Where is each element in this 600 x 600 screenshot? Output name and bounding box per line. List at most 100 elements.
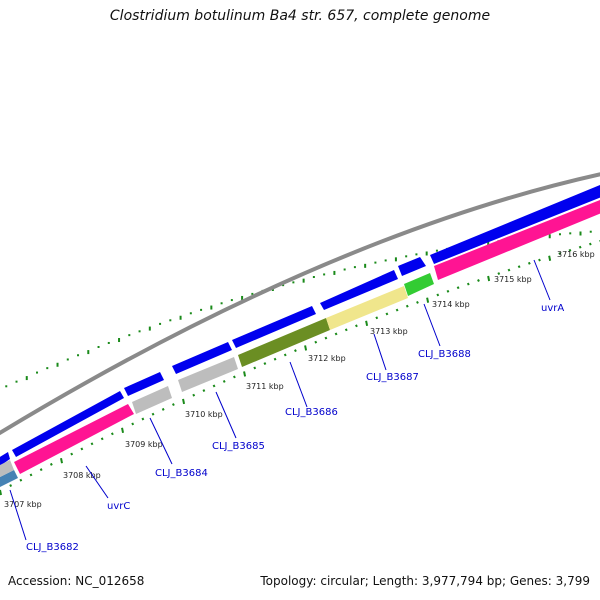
gc-dot [138, 330, 141, 333]
gene-arrow[interactable] [398, 257, 426, 276]
gene-label[interactable]: CLJ_B3688 [418, 349, 471, 360]
gene-steel[interactable] [0, 470, 18, 490]
gc-dot [159, 322, 162, 325]
tick-mark [344, 328, 348, 332]
tick-mark [192, 393, 196, 397]
gc-dot [292, 281, 295, 284]
tick-mark [263, 362, 267, 366]
gene-label[interactable]: CLJ_B3684 [155, 468, 208, 479]
tick-mark [466, 282, 470, 286]
gc-dot [364, 263, 367, 268]
gene-arrow[interactable] [430, 185, 600, 264]
tick-mark [507, 268, 511, 272]
tick-mark [202, 389, 206, 393]
kbp-label: 3708 kbp [63, 471, 101, 480]
tick-mark [365, 320, 369, 327]
tick-mark [446, 289, 450, 293]
gc-dot [374, 261, 377, 264]
gc-dot [241, 295, 244, 300]
gene-label[interactable]: CLJ_B3682 [26, 542, 79, 553]
gene-label[interactable]: CLJ_B3686 [285, 407, 338, 418]
gc-dot [179, 315, 182, 320]
kbp-label: 3716 kbp [557, 250, 595, 259]
tick-mark [273, 357, 277, 361]
tick-mark [517, 265, 521, 269]
tick-mark [416, 300, 419, 304]
tick-mark [70, 452, 74, 456]
gc-dot [97, 345, 100, 348]
tick-mark [385, 312, 389, 316]
gene-arrow[interactable] [232, 306, 316, 348]
tick-mark [304, 345, 308, 351]
gc-dot [107, 341, 110, 344]
tick-mark [294, 349, 297, 353]
gene-label[interactable]: uvrC [107, 501, 130, 512]
kbp-label: 3712 kbp [308, 354, 346, 363]
gene-olive[interactable] [238, 318, 330, 367]
gc-dot [169, 319, 172, 322]
gc-dot [210, 305, 213, 310]
tick-mark [161, 407, 165, 411]
gc-dot [405, 255, 408, 258]
tick-mark [39, 468, 43, 472]
gene-uvrC[interactable] [14, 404, 134, 474]
gc-dot [589, 230, 592, 233]
tick-mark [456, 286, 460, 290]
gc-dot [230, 299, 233, 302]
gc-dot [200, 308, 203, 311]
tick-mark [49, 462, 53, 466]
gc-dot [415, 253, 418, 256]
tick-mark [548, 255, 552, 261]
gc-dot [36, 371, 39, 374]
gc-dot [25, 376, 28, 381]
gc-dot [56, 362, 59, 367]
gene-arrow[interactable] [320, 270, 398, 310]
gc-dot [87, 350, 90, 355]
kbp-label: 3715 kbp [494, 275, 532, 284]
tick-mark [80, 447, 84, 451]
gc-dot [323, 273, 326, 276]
tick-mark [334, 332, 338, 336]
gc-dot [353, 266, 356, 269]
genome-summary: Topology: circular; Length: 3,977,794 bp… [260, 574, 590, 588]
gene-uvrA[interactable] [434, 200, 600, 280]
tick-mark [487, 275, 491, 282]
gene-label[interactable]: CLJ_B3685 [212, 441, 265, 452]
gene-arrow[interactable] [0, 452, 10, 470]
tick-mark [436, 293, 440, 297]
gene-label[interactable]: uvrA [541, 303, 564, 314]
gene-label[interactable]: CLJ_B3687 [366, 372, 419, 383]
tick-mark [222, 379, 226, 383]
kbp-label: 3713 kbp [370, 327, 408, 336]
kbp-label: 3711 kbp [246, 382, 284, 391]
tick-mark [558, 252, 562, 255]
gc-dot [77, 354, 80, 357]
tick-mark [9, 484, 13, 488]
gene-gray[interactable] [0, 460, 14, 480]
tick-mark [151, 412, 155, 416]
gene-gray[interactable] [132, 386, 172, 414]
tick-mark [90, 442, 94, 446]
gc-dot [384, 259, 387, 262]
kbp-label: 3714 kbp [432, 300, 470, 309]
tick-mark [283, 353, 287, 357]
gc-dot [302, 278, 305, 283]
gene-green[interactable] [404, 273, 434, 296]
gc-dot [282, 284, 285, 287]
gc-dot [5, 385, 8, 388]
gene-arrow[interactable] [12, 391, 124, 457]
tick-mark [497, 272, 501, 275]
gene-arrow[interactable] [172, 342, 232, 374]
tick-mark [568, 248, 572, 252]
tick-mark [355, 324, 358, 328]
tick-mark [182, 398, 186, 405]
kbp-label: 3709 kbp [125, 440, 163, 449]
gene-khaki[interactable] [326, 286, 408, 330]
gc-dot [435, 249, 438, 252]
gene-gray[interactable] [178, 357, 238, 392]
gene-arrow[interactable] [124, 372, 164, 396]
tick-mark [171, 403, 175, 407]
tick-mark [324, 336, 328, 340]
gc-dot [312, 276, 315, 279]
